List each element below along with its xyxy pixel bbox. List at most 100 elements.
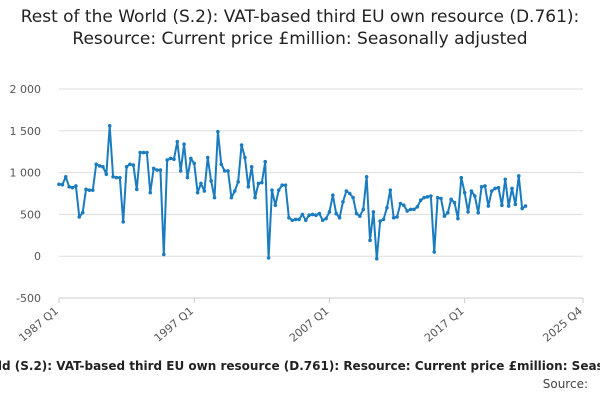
data-point[interactable] (175, 139, 180, 144)
data-point[interactable] (503, 177, 508, 182)
data-point[interactable] (391, 215, 396, 220)
data-point[interactable] (314, 213, 318, 218)
data-point[interactable] (87, 188, 92, 192)
data-point[interactable] (232, 189, 237, 193)
data-point[interactable] (320, 218, 325, 223)
data-point[interactable] (162, 252, 166, 257)
data-point[interactable] (263, 159, 268, 164)
data-point[interactable] (77, 215, 82, 219)
data-point[interactable] (327, 210, 332, 214)
data-point[interactable] (276, 188, 281, 192)
data-point[interactable] (290, 218, 295, 223)
data-point[interactable] (398, 201, 403, 206)
data-point[interactable] (239, 143, 244, 147)
data-point[interactable] (435, 195, 440, 200)
data-point[interactable] (381, 217, 386, 222)
data-point[interactable] (422, 195, 426, 200)
data-point[interactable] (266, 256, 271, 260)
data-point[interactable] (222, 169, 227, 173)
data-point[interactable] (246, 185, 251, 189)
data-point[interactable] (459, 175, 464, 180)
data-point[interactable] (121, 220, 126, 224)
data-point[interactable] (307, 213, 311, 218)
data-point[interactable] (138, 150, 142, 155)
data-point[interactable] (172, 157, 176, 162)
data-point[interactable] (425, 195, 430, 199)
data-point[interactable] (199, 181, 203, 186)
data-point[interactable] (408, 207, 413, 212)
data-point[interactable] (118, 175, 122, 180)
data-point[interactable] (145, 150, 149, 155)
data-point[interactable] (293, 217, 298, 222)
data-point[interactable] (249, 164, 254, 169)
data-point[interactable] (520, 206, 524, 211)
data-point[interactable] (287, 215, 291, 220)
data-point[interactable] (205, 155, 210, 160)
data-point[interactable] (151, 166, 156, 171)
data-point[interactable] (371, 210, 376, 214)
data-point[interactable] (523, 204, 528, 208)
data-point[interactable] (473, 194, 477, 198)
data-point[interactable] (347, 191, 352, 196)
data-point[interactable] (114, 175, 119, 180)
data-point[interactable] (385, 205, 389, 210)
data-point[interactable] (449, 197, 453, 202)
data-point[interactable] (341, 200, 345, 204)
data-point[interactable] (155, 168, 159, 172)
data-point[interactable] (202, 189, 207, 193)
data-point[interactable] (70, 185, 75, 190)
data-point[interactable] (212, 195, 217, 200)
data-point[interactable] (405, 209, 410, 213)
data-point[interactable] (168, 156, 173, 161)
data-point[interactable] (128, 162, 132, 167)
data-point[interactable] (466, 210, 470, 214)
data-point[interactable] (395, 215, 399, 219)
data-point[interactable] (192, 161, 197, 166)
data-point[interactable] (429, 194, 433, 198)
data-point[interactable] (185, 175, 190, 180)
data-point[interactable] (74, 184, 78, 188)
data-point[interactable] (148, 190, 153, 195)
data-point[interactable] (364, 174, 369, 179)
data-point[interactable] (297, 217, 301, 222)
data-point[interactable] (354, 211, 359, 216)
data-point[interactable] (178, 169, 183, 173)
data-point[interactable] (489, 189, 494, 193)
data-point[interactable] (324, 216, 328, 221)
data-point[interactable] (158, 168, 163, 172)
data-point[interactable] (486, 204, 491, 208)
data-point[interactable] (104, 172, 109, 177)
data-point[interactable] (189, 156, 193, 161)
data-point[interactable] (418, 198, 423, 202)
data-point[interactable] (219, 162, 224, 167)
data-point[interactable] (479, 185, 484, 189)
data-point[interactable] (439, 196, 443, 201)
data-point[interactable] (412, 207, 416, 212)
data-point[interactable] (236, 179, 240, 184)
data-point[interactable] (253, 195, 257, 200)
data-point[interactable] (141, 150, 146, 155)
data-point[interactable] (310, 212, 315, 217)
data-point[interactable] (317, 211, 322, 216)
data-point[interactable] (134, 187, 139, 192)
data-point[interactable] (483, 184, 487, 188)
data-point[interactable] (469, 189, 474, 193)
data-point[interactable] (510, 186, 514, 191)
data-point[interactable] (496, 185, 501, 190)
data-point[interactable] (331, 193, 335, 197)
data-point[interactable] (60, 182, 65, 187)
data-point[interactable] (94, 162, 98, 167)
data-point[interactable] (226, 169, 230, 173)
data-point[interactable] (84, 187, 88, 192)
data-point[interactable] (402, 203, 406, 208)
data-point[interactable] (432, 250, 437, 254)
data-point[interactable] (131, 163, 136, 167)
data-point[interactable] (165, 158, 169, 162)
data-point[interactable] (107, 123, 112, 128)
data-point[interactable] (182, 142, 186, 146)
data-point[interactable] (111, 174, 115, 179)
data-point[interactable] (513, 202, 518, 207)
data-point[interactable] (97, 164, 102, 168)
data-point[interactable] (456, 216, 460, 221)
data-point[interactable] (216, 129, 220, 134)
